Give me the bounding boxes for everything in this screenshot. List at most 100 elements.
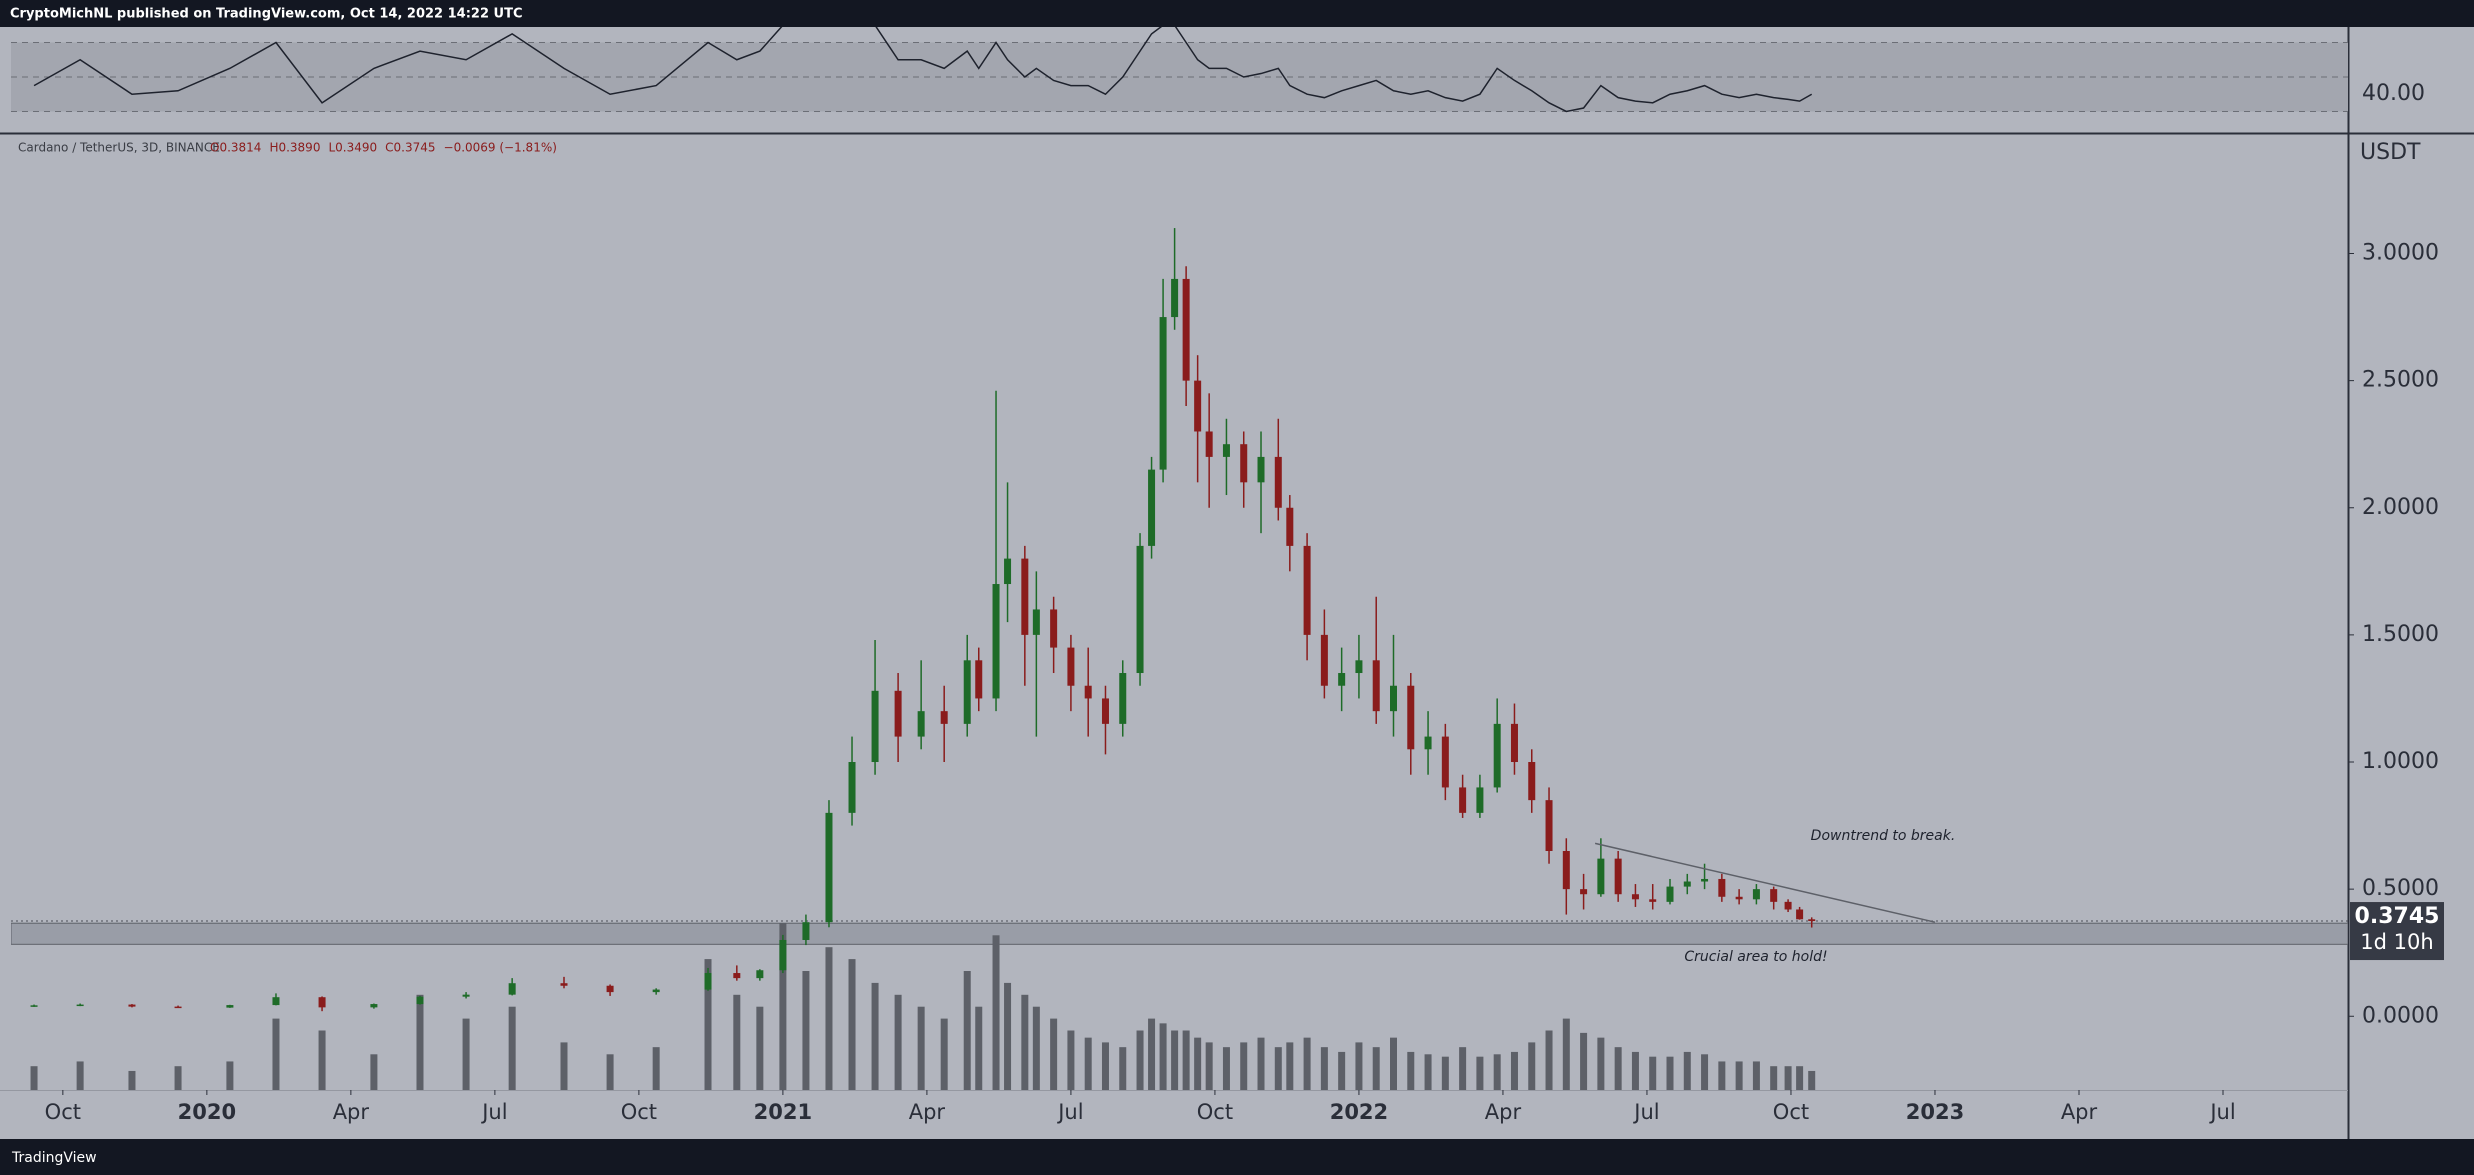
candle-body	[462, 994, 470, 997]
x-tick-label: Oct	[45, 1100, 81, 1124]
volume-bar	[1136, 1030, 1144, 1090]
candle-body	[848, 762, 856, 813]
volume-bar	[1528, 1042, 1536, 1090]
volume-bar	[1194, 1037, 1202, 1090]
volume-bar	[272, 1018, 280, 1090]
candle-body	[1119, 673, 1127, 724]
x-tick-label: 2023	[1906, 1100, 1964, 1124]
candle-body	[1171, 278, 1179, 318]
x-tick-label: Oct	[1773, 1100, 1809, 1124]
ohlc-label: O0.3814	[210, 141, 261, 155]
candle-body	[1770, 889, 1778, 902]
chart-background	[0, 27, 2474, 1139]
volume-bar	[1545, 1030, 1553, 1090]
volume-bar	[1493, 1054, 1501, 1090]
volume-bar	[652, 1047, 660, 1090]
volume-bar	[1021, 994, 1029, 1090]
x-tick-label: Apr	[909, 1100, 946, 1124]
annotation: Crucial area to hold!	[1684, 949, 1827, 965]
rsi-line	[33, 27, 1813, 113]
countdown: 1d 10h	[2360, 930, 2433, 954]
volume-bar	[1303, 1037, 1311, 1090]
candle-body	[1067, 647, 1075, 686]
top-bar	[0, 0, 2474, 27]
last-price-badge	[2350, 902, 2444, 961]
volume-bar	[963, 971, 971, 1090]
candle-body	[416, 996, 424, 1005]
volume-bar	[1338, 1051, 1346, 1090]
x-tick-label: Oct	[1197, 1100, 1233, 1124]
volume-bar	[704, 959, 712, 1090]
candle-body	[1274, 456, 1282, 508]
candle-body	[1545, 800, 1553, 851]
candle-body	[1194, 380, 1202, 432]
candle-body	[1752, 889, 1760, 900]
volume-bar	[1580, 1032, 1588, 1090]
volume-bar	[802, 971, 810, 1090]
candle-body	[1562, 851, 1570, 890]
volume-bar	[1050, 1018, 1058, 1090]
volume-bar	[1101, 1042, 1109, 1090]
y-tick-label: 1.0000	[2362, 749, 2439, 774]
volume-bar	[370, 1054, 378, 1090]
volume-bar	[1389, 1037, 1397, 1090]
candle-body	[1493, 723, 1501, 788]
candle-body	[1021, 558, 1029, 635]
candle-body	[370, 1004, 378, 1008]
candle-body	[1004, 558, 1012, 585]
x-tick-label: Apr	[2061, 1100, 2098, 1124]
volume-bar	[1770, 1066, 1778, 1090]
volume-bar	[848, 959, 856, 1090]
trendline	[1594, 842, 1936, 923]
volume-bar	[871, 982, 879, 1090]
volume-bar	[174, 1066, 182, 1090]
volume-bar	[1067, 1030, 1075, 1090]
volume-bar	[1407, 1051, 1415, 1090]
candle-body	[1631, 894, 1639, 900]
candle-body	[508, 983, 516, 995]
volume-bar	[1171, 1030, 1179, 1090]
candle-body	[1257, 456, 1265, 483]
candle-body	[226, 1005, 234, 1008]
volume-bar	[1808, 1070, 1816, 1090]
candle-body	[1372, 660, 1380, 712]
volume-bar	[1084, 1037, 1092, 1090]
candle-body	[1205, 431, 1213, 457]
candle-body	[802, 922, 810, 940]
candle-body	[30, 1005, 38, 1007]
candle-body	[992, 584, 1000, 699]
candle-body	[1101, 698, 1109, 724]
volume-bar	[30, 1066, 38, 1090]
candle-body	[825, 812, 833, 923]
volume-bar	[992, 935, 1000, 1090]
y-tick-label: 2.5000	[2362, 368, 2439, 393]
candle-body	[940, 711, 948, 724]
volume-bar	[1796, 1066, 1804, 1090]
candle-body	[1320, 634, 1328, 686]
volume-bar	[1119, 1047, 1127, 1090]
volume-bar	[917, 1006, 925, 1090]
volume-bar	[1004, 982, 1012, 1090]
ohlc-label: −0.0069 (−1.81%)	[444, 141, 557, 155]
volume-bar	[1182, 1030, 1190, 1090]
x-tick-label: 2021	[754, 1100, 812, 1124]
rsi-tick-label: 40.00	[2362, 81, 2425, 106]
candle-body	[975, 660, 983, 699]
candle-body	[1355, 660, 1363, 674]
volume-bar	[1032, 1006, 1040, 1090]
candle-body	[560, 983, 568, 986]
volume-bar	[1784, 1066, 1792, 1090]
candle-body	[1303, 545, 1311, 635]
volume-bar	[894, 994, 902, 1090]
support-zone	[11, 922, 2348, 945]
candle-body	[704, 973, 712, 990]
volume-bar	[462, 1018, 470, 1090]
volume-bar	[1320, 1047, 1328, 1090]
candle-body	[1032, 609, 1040, 635]
volume-bar	[975, 1006, 983, 1090]
volume-bar	[1240, 1042, 1248, 1090]
volume-bar	[1735, 1061, 1743, 1090]
volume-bar	[1205, 1042, 1213, 1090]
candle-body	[871, 690, 879, 763]
candle-body	[963, 660, 971, 724]
